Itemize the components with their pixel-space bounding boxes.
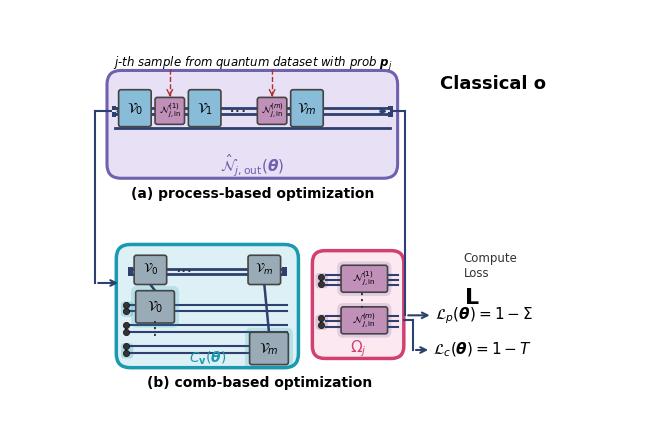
Text: $j$-th sample from quantum dataset with prob $\boldsymbol{p}_j$: $j$-th sample from quantum dataset with … bbox=[113, 55, 392, 73]
FancyBboxPatch shape bbox=[389, 106, 393, 111]
FancyBboxPatch shape bbox=[337, 303, 391, 338]
FancyBboxPatch shape bbox=[257, 97, 287, 124]
Text: ⋮: ⋮ bbox=[146, 320, 164, 338]
FancyBboxPatch shape bbox=[119, 90, 151, 127]
FancyBboxPatch shape bbox=[250, 332, 288, 364]
FancyBboxPatch shape bbox=[389, 112, 393, 117]
FancyBboxPatch shape bbox=[282, 267, 287, 272]
FancyBboxPatch shape bbox=[131, 286, 179, 328]
Text: $\mathcal{V}_0$: $\mathcal{V}_0$ bbox=[147, 299, 163, 315]
Text: Classical o: Classical o bbox=[440, 75, 546, 93]
FancyBboxPatch shape bbox=[155, 97, 184, 124]
FancyBboxPatch shape bbox=[121, 343, 133, 359]
Text: $\Omega_j$: $\Omega_j$ bbox=[350, 339, 366, 359]
Text: (a) process-based optimization: (a) process-based optimization bbox=[131, 187, 374, 201]
Text: $\mathcal{V}_0$: $\mathcal{V}_0$ bbox=[127, 101, 143, 117]
FancyBboxPatch shape bbox=[134, 255, 167, 285]
FancyBboxPatch shape bbox=[341, 307, 387, 334]
Text: ···: ··· bbox=[228, 103, 247, 122]
FancyBboxPatch shape bbox=[248, 255, 281, 285]
Text: $\mathcal{L}_c(\boldsymbol{\theta}) = 1 - T$: $\mathcal{L}_c(\boldsymbol{\theta}) = 1 … bbox=[433, 341, 532, 359]
Text: $\hat{\mathcal{N}}_{j,\mathrm{out}}(\boldsymbol{\theta})$: $\hat{\mathcal{N}}_{j,\mathrm{out}}(\bol… bbox=[220, 153, 284, 179]
FancyBboxPatch shape bbox=[107, 70, 397, 178]
Text: (b) comb-based optimization: (b) comb-based optimization bbox=[147, 376, 373, 390]
Text: $\mathbf{L}$: $\mathbf{L}$ bbox=[464, 289, 479, 308]
FancyBboxPatch shape bbox=[112, 106, 117, 111]
Text: $C_\mathbf{v}(\boldsymbol{\theta})$: $C_\mathbf{v}(\boldsymbol{\theta})$ bbox=[188, 350, 226, 367]
Text: ···: ··· bbox=[175, 263, 192, 281]
Text: ⋮: ⋮ bbox=[353, 292, 371, 310]
Text: $\mathcal{V}_m$: $\mathcal{V}_m$ bbox=[255, 262, 273, 277]
FancyBboxPatch shape bbox=[135, 291, 174, 323]
Text: $\mathcal{L}_p(\boldsymbol{\theta}) = 1 - \Sigma$: $\mathcal{L}_p(\boldsymbol{\theta}) = 1 … bbox=[435, 305, 533, 326]
Text: $\mathcal{N}_{j,\mathrm{in}}^{(m)}$: $\mathcal{N}_{j,\mathrm{in}}^{(m)}$ bbox=[352, 311, 377, 330]
FancyBboxPatch shape bbox=[245, 328, 293, 369]
FancyBboxPatch shape bbox=[188, 90, 221, 127]
FancyBboxPatch shape bbox=[312, 251, 404, 359]
Text: $\mathcal{V}_0$: $\mathcal{V}_0$ bbox=[143, 262, 158, 277]
FancyBboxPatch shape bbox=[316, 314, 328, 330]
Text: $\mathcal{V}_1$: $\mathcal{V}_1$ bbox=[196, 101, 213, 117]
FancyBboxPatch shape bbox=[316, 273, 328, 289]
Text: Compute
Loss: Compute Loss bbox=[464, 252, 517, 280]
FancyBboxPatch shape bbox=[337, 261, 391, 296]
Text: $\mathcal{N}_{j,\mathrm{in}}^{(1)}$: $\mathcal{N}_{j,\mathrm{in}}^{(1)}$ bbox=[352, 269, 376, 288]
Text: $\mathcal{N}_{j,\mathrm{in}}^{(1)}$: $\mathcal{N}_{j,\mathrm{in}}^{(1)}$ bbox=[159, 102, 181, 120]
Text: $\mathcal{V}_m$: $\mathcal{V}_m$ bbox=[297, 101, 317, 117]
Text: $\mathcal{V}_m$: $\mathcal{V}_m$ bbox=[259, 340, 279, 357]
FancyBboxPatch shape bbox=[112, 112, 117, 117]
FancyBboxPatch shape bbox=[128, 272, 133, 276]
Text: $\mathcal{N}_{j,\mathrm{in}}^{(m)}$: $\mathcal{N}_{j,\mathrm{in}}^{(m)}$ bbox=[261, 102, 283, 120]
FancyBboxPatch shape bbox=[121, 301, 133, 317]
FancyBboxPatch shape bbox=[282, 272, 287, 276]
FancyBboxPatch shape bbox=[341, 265, 387, 292]
FancyBboxPatch shape bbox=[117, 244, 298, 368]
FancyBboxPatch shape bbox=[291, 90, 323, 127]
FancyBboxPatch shape bbox=[128, 267, 133, 272]
